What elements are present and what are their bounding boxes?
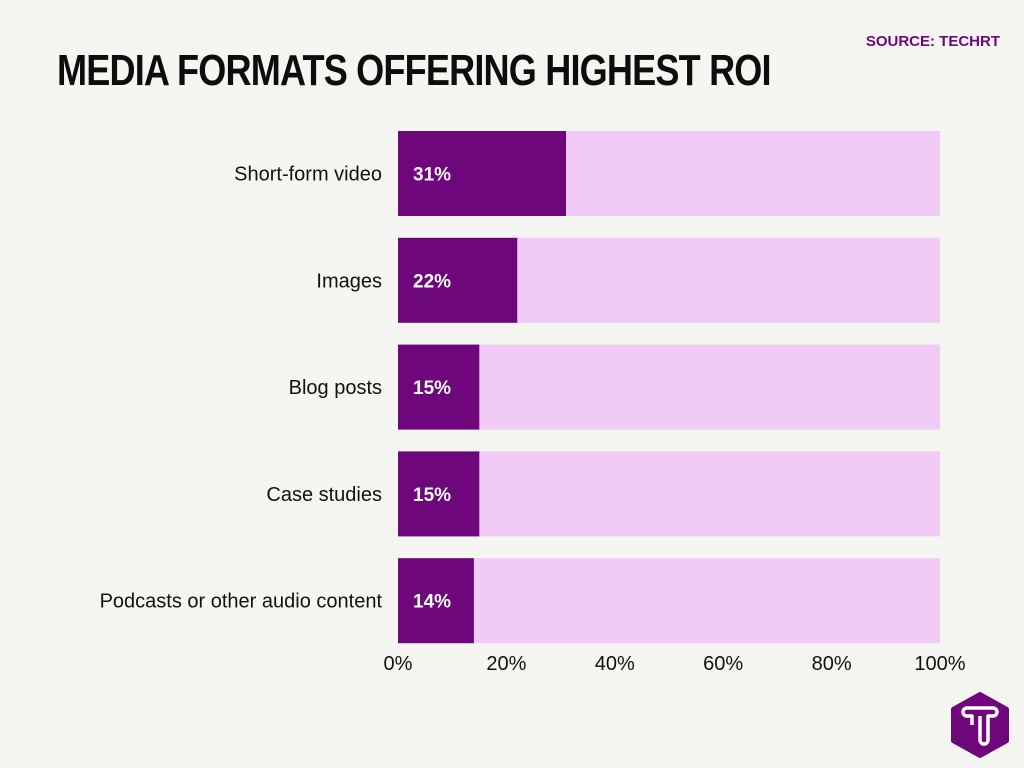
bar-value-label: 15% bbox=[413, 485, 451, 506]
bar-track bbox=[398, 451, 940, 537]
x-tick-label: 0% bbox=[384, 653, 413, 675]
page-title: MEDIA FORMATS OFFERING HIGHEST ROI bbox=[57, 46, 772, 95]
category-label: Images bbox=[316, 270, 382, 292]
bar bbox=[398, 344, 480, 430]
bar-value-label: 31% bbox=[413, 165, 451, 186]
category-label: Podcasts or other audio content bbox=[100, 591, 383, 613]
source-label: SOURCE: TECHRT bbox=[865, 33, 1000, 50]
techrt-logo-icon bbox=[951, 692, 1009, 758]
x-tick-label: 60% bbox=[703, 653, 743, 675]
bar bbox=[398, 451, 480, 537]
bar-track bbox=[398, 344, 940, 430]
bar bbox=[398, 131, 567, 216]
bar-value-label: 15% bbox=[413, 378, 451, 399]
category-label: Short-form video bbox=[234, 164, 382, 186]
x-tick-label: 40% bbox=[595, 653, 635, 675]
bar bbox=[398, 237, 518, 323]
category-label: Case studies bbox=[266, 484, 382, 506]
x-tick-label: 20% bbox=[486, 653, 526, 675]
bar-value-label: 14% bbox=[413, 592, 451, 613]
x-tick-label: 100% bbox=[914, 653, 965, 675]
bar-track bbox=[398, 558, 940, 644]
category-label: Blog posts bbox=[289, 377, 382, 399]
x-tick-label: 80% bbox=[812, 653, 852, 675]
bar bbox=[398, 558, 474, 644]
bar-value-label: 22% bbox=[413, 271, 451, 292]
